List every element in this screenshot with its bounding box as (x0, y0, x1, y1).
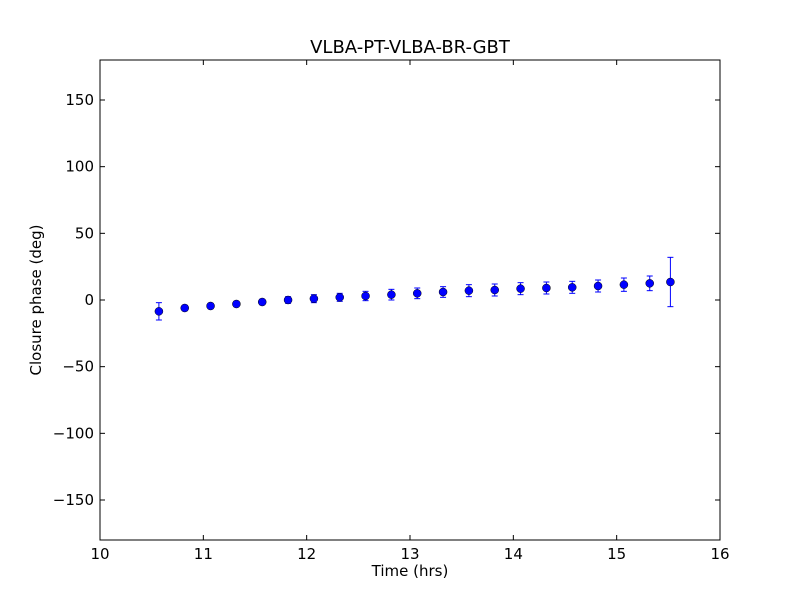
data-point (593, 281, 603, 291)
data-point (666, 277, 675, 287)
plot-area (99, 59, 721, 541)
y-axis: −150 −100 −50 0 50 100 150 (53, 91, 720, 509)
data-point (567, 283, 577, 292)
data-point (180, 303, 189, 313)
x-tick-label: 10 (90, 545, 109, 563)
x-tick-label: 11 (194, 545, 213, 563)
data-point (516, 284, 525, 293)
data-point (464, 286, 474, 295)
data-point (412, 289, 422, 298)
y-tick-label: 0 (84, 291, 94, 309)
data-point (309, 294, 319, 303)
x-tick-label: 15 (607, 545, 626, 563)
data-point (206, 301, 215, 311)
y-tick-label: −150 (53, 491, 94, 509)
y-axis-label: Closure phase (deg) (27, 225, 45, 376)
axes-frame (99, 59, 721, 541)
data-point (232, 299, 241, 309)
x-tick-label: 14 (504, 545, 523, 563)
x-axis-label: Time (hrs) (371, 562, 449, 580)
data-point (154, 307, 164, 316)
data-point (645, 279, 654, 288)
y-tick-label: 150 (65, 91, 94, 109)
data-point (283, 295, 293, 305)
chart-title: VLBA-PT-VLBA-BR-GBT (310, 37, 511, 58)
x-axis: 10 11 12 13 14 15 16 (90, 60, 730, 563)
data-point (361, 291, 370, 301)
data-markers (154, 277, 675, 316)
y-tick-label: 50 (75, 224, 94, 242)
data-point (490, 285, 499, 295)
x-tick-label: 12 (297, 545, 316, 563)
y-tick-label: 100 (65, 158, 94, 176)
x-tick-label: 13 (400, 545, 419, 563)
data-point (438, 287, 448, 297)
data-point (619, 280, 629, 289)
y-tick-label: −50 (62, 358, 94, 376)
y-tick-label: −100 (53, 424, 94, 442)
data-point (387, 290, 396, 299)
data-point (542, 283, 551, 293)
x-tick-label: 16 (710, 545, 729, 563)
data-point (335, 293, 344, 302)
data-point (257, 297, 267, 307)
